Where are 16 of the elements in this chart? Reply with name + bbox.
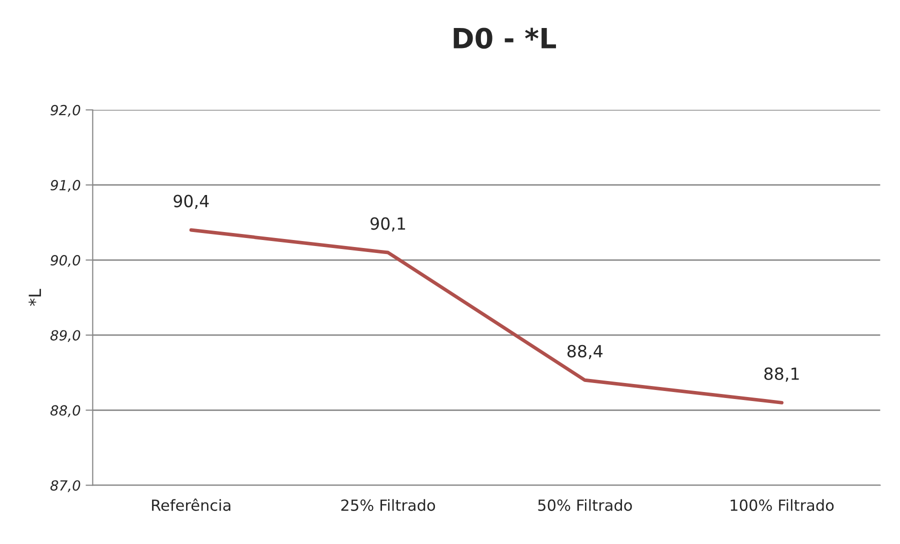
y-tick-label: 88,0 [50,405,80,418]
y-tick-label: 87,0 [50,480,80,492]
x-tick-label: 50% Filtrado [538,499,632,511]
y-tick-label: 89,0 [50,330,80,342]
y-axis-title: *L [28,288,41,306]
y-tick-label: 91,0 [50,180,80,192]
x-tick-label: Referência [152,498,230,511]
y-tick-label: 90,0 [50,255,80,267]
x-tick-label: 25% Filtrado [341,499,436,511]
data-label: 88,1 [764,367,799,382]
chart-title: D0 - *L [454,28,556,49]
data-label: 90,4 [174,194,209,210]
x-tick-label: 100% Filtrado [730,499,834,511]
data-label: 90,1 [370,217,406,232]
y-tick-label: 92,0 [50,104,80,117]
data-label: 88,4 [567,344,603,360]
